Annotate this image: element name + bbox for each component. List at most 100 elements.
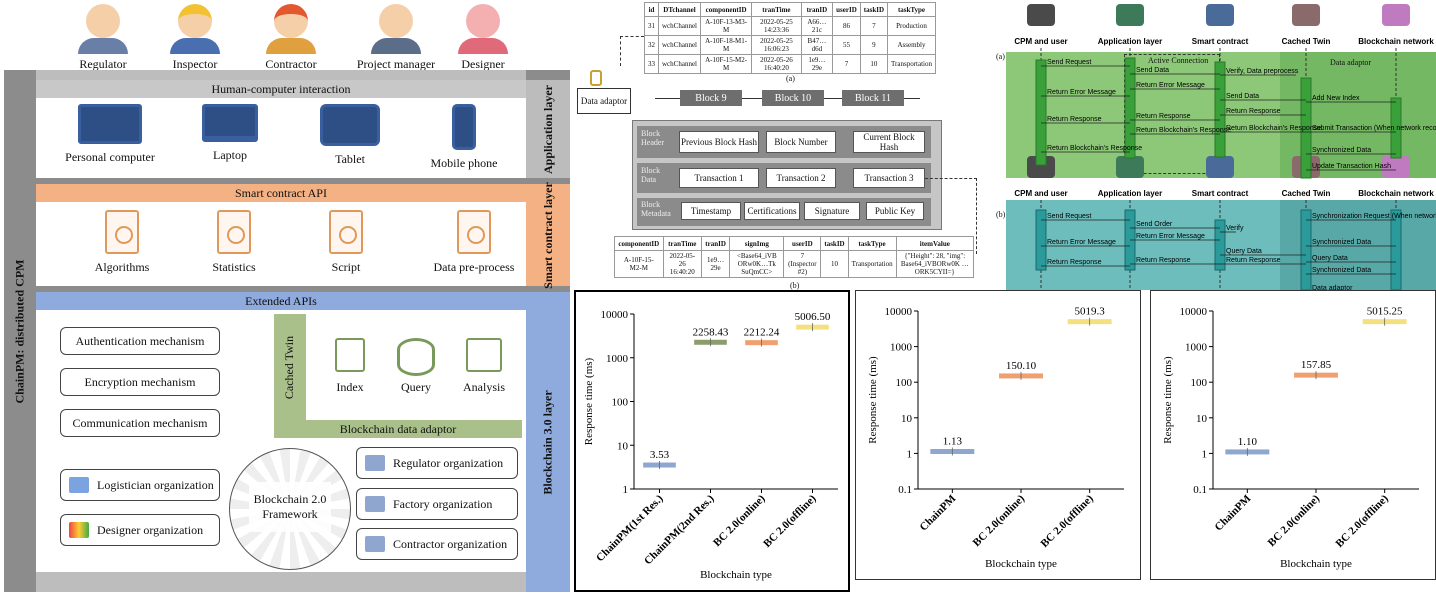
data-label: 2212.24 bbox=[744, 327, 780, 339]
message-label: Return Response bbox=[1226, 257, 1281, 264]
column-header: Smart contract bbox=[1192, 189, 1249, 198]
table-header-cell: itemValue bbox=[895, 236, 975, 251]
x-axis-label: Blockchain type bbox=[985, 558, 1057, 570]
table-cell: A66…21c bbox=[800, 16, 834, 36]
table-header-cell: tranTime bbox=[751, 2, 802, 17]
table-cell: Transportation bbox=[847, 250, 897, 278]
actor-icon bbox=[1382, 4, 1410, 26]
regulator-icon bbox=[86, 4, 120, 38]
designer-icon bbox=[466, 4, 500, 38]
message-label: Return Blockchain's Response bbox=[1136, 127, 1231, 134]
table-header-cell: taskType bbox=[887, 2, 936, 17]
block-metadata-label: Block Metadata bbox=[641, 200, 671, 218]
transaction-3: Transaction 3 bbox=[853, 168, 925, 188]
factory-icon bbox=[365, 496, 385, 512]
index-icon bbox=[335, 338, 365, 372]
actor-icon bbox=[1206, 156, 1234, 178]
message-label: Return Response bbox=[1226, 108, 1281, 115]
document-icon bbox=[217, 210, 251, 254]
table-header-cell: tranID bbox=[800, 2, 834, 17]
message-label: Data adaptor bbox=[1312, 285, 1353, 290]
y-tick-label: 0.1 bbox=[898, 484, 912, 496]
column-header: Blockchain network bbox=[1358, 189, 1434, 198]
message-label: Add New Index bbox=[1312, 95, 1360, 102]
person-project-manager: Project manager bbox=[346, 0, 446, 72]
message-label: Return Response bbox=[1047, 116, 1102, 123]
person-contractor: Contractor bbox=[246, 0, 336, 72]
block-number: Block Number bbox=[766, 131, 836, 153]
y-tick-label: 1000 bbox=[1185, 342, 1208, 354]
table-header-cell: componentID bbox=[614, 236, 664, 251]
y-axis-label: Response time (ms) bbox=[867, 356, 879, 444]
data-label: 2258.43 bbox=[693, 326, 729, 338]
contractor-icon bbox=[274, 4, 308, 38]
sequence-svg: CPM and user Application layer Smart contr… bbox=[1014, 4, 1436, 290]
signature: Signature bbox=[804, 202, 860, 220]
table-row: 31 wchChannel A-10F-13-M3-M 2022-05-25 14:2… bbox=[644, 16, 936, 36]
person-inspector: Inspector bbox=[150, 0, 240, 72]
column-header: Application layer bbox=[1098, 37, 1162, 46]
chart-1: 1 10 100 1000 10000 Response time (ms) 3.53 Cha… bbox=[574, 290, 850, 592]
activation-bar bbox=[1300, 209, 1312, 290]
table-header-cell: taskType bbox=[847, 236, 897, 251]
designer-organization: Designer organization bbox=[60, 514, 220, 546]
table-cell: 9 bbox=[859, 35, 889, 55]
message-label: Return Blockchain's Response bbox=[1047, 145, 1142, 152]
query: Query bbox=[378, 338, 454, 395]
column-header: Cached Twin bbox=[1282, 189, 1331, 198]
blockchain-data-adaptor: Blockchain data adaptor bbox=[274, 420, 522, 438]
person-regulator: Regulator bbox=[58, 0, 148, 72]
x-tick-label: BC 2.0(online) bbox=[711, 492, 768, 549]
x-tick-label: ChainPM bbox=[1213, 492, 1254, 533]
previous-block-hash: Previous Block Hash bbox=[679, 131, 759, 153]
application-layer-label: Application layer bbox=[526, 80, 570, 178]
message-label: Send Request bbox=[1047, 213, 1091, 220]
person-label: Project manager bbox=[356, 57, 436, 71]
message-label: Submit Transaction (When network recover… bbox=[1312, 125, 1436, 132]
statistics: Statistics bbox=[184, 210, 284, 275]
activation-bar bbox=[1035, 209, 1047, 271]
chart-analysis-icon bbox=[466, 338, 502, 372]
table-row: 33 wchChannel A-10F-15-M2-M 2022-05-26 16:4… bbox=[644, 54, 936, 74]
application-bar: Human-computer interaction bbox=[36, 80, 526, 98]
authentication-mechanism: Authentication mechanism bbox=[60, 327, 220, 355]
column-header: Application layer bbox=[1098, 189, 1162, 198]
message-label: Send Data bbox=[1136, 67, 1169, 74]
transaction-2: Transaction 2 bbox=[766, 168, 836, 188]
message-label: Send Order bbox=[1136, 221, 1173, 228]
column-header: CPM and user bbox=[1014, 37, 1067, 46]
sequence-diagrams: (a) (b) Active Connection Data adaptor C… bbox=[996, 0, 1436, 290]
table-cell: <Base64_iVB ORw0K…Tk SuQmCC> bbox=[729, 250, 785, 278]
table-row: A-10F-15-M2-M 2022-05-26 16:40:20 1e9…29e <… bbox=[614, 250, 975, 278]
data-adaptor-box: Data adaptor bbox=[577, 88, 631, 114]
data-adaptor-label: Data adaptor bbox=[1330, 58, 1372, 67]
activation-bar bbox=[1124, 57, 1136, 159]
table-cell: {"Height": 28, "img": Base64_iVBORw0K …O… bbox=[895, 250, 975, 278]
document-icon bbox=[457, 210, 491, 254]
x-tick-label: BC 2.0(online) bbox=[1266, 492, 1323, 549]
message-label: Return Response bbox=[1136, 257, 1191, 264]
palette-icon bbox=[69, 522, 89, 538]
contractor-organization: Contractor organization bbox=[356, 528, 518, 560]
table-cell: 32 bbox=[644, 35, 659, 55]
chart-2: 0.1 1 10 100 1000 10000 Response time (ms) 1.13… bbox=[855, 290, 1141, 580]
person-label: Regulator bbox=[79, 57, 127, 71]
logistician-organization: Logistician organization bbox=[60, 469, 220, 501]
table-cell: 55 bbox=[832, 35, 861, 55]
table-cell: 1e9…29e bbox=[700, 250, 731, 278]
column-header: Smart contract bbox=[1192, 37, 1249, 46]
message-label: Verify, Data preprocess bbox=[1226, 68, 1299, 75]
table-cell: Transportation bbox=[887, 54, 936, 74]
tablet-icon bbox=[320, 104, 380, 146]
smart-contract-bar: Smart contract API bbox=[36, 184, 526, 202]
sequence-b-tag: (b) bbox=[996, 210, 1006, 219]
table-header-cell: id bbox=[644, 2, 659, 17]
table-cell: 7 bbox=[832, 54, 861, 74]
data-label: 1.13 bbox=[943, 436, 963, 448]
table-header-cell: userID bbox=[783, 236, 822, 251]
document-icon bbox=[329, 210, 363, 254]
table-cell: 33 bbox=[644, 54, 659, 74]
person-label: Designer bbox=[461, 57, 505, 71]
table-cell: wchChannel bbox=[658, 16, 701, 36]
cached-twin-label: Cached Twin bbox=[282, 335, 297, 399]
